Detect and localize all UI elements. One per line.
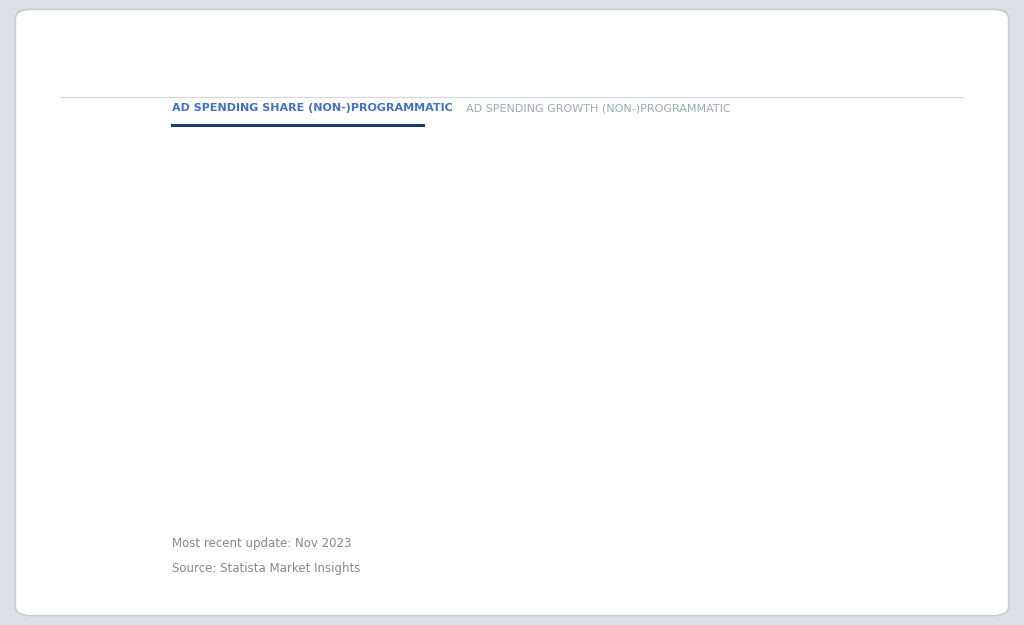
Bar [270, 182, 305, 272]
Text: AD SPENDING SHARE (NON-)PROGRAMMATIC: AD SPENDING SHARE (NON-)PROGRAMMATIC [172, 103, 453, 113]
Bar [398, 182, 433, 294]
Bar [910, 272, 946, 503]
Text: 100: 100 [342, 172, 361, 181]
Text: AD SPENDING GROWTH (NON-)PROGRAMMATIC: AD SPENDING GROWTH (NON-)PROGRAMMATIC [466, 103, 730, 113]
Bar [591, 281, 626, 503]
Bar [206, 182, 242, 278]
Bar [847, 272, 882, 503]
Bar [782, 275, 818, 503]
Bar [398, 294, 433, 503]
Text: 35: 35 [408, 232, 425, 244]
Text: 31: 31 [536, 225, 553, 238]
Bar [334, 182, 370, 278]
Bar [654, 182, 690, 278]
Y-axis label: in percent: in percent [120, 299, 133, 359]
Text: 100: 100 [599, 172, 617, 181]
Bar [719, 182, 754, 275]
Text: 69: 69 [599, 386, 616, 399]
Text: 68: 68 [471, 388, 488, 401]
Text: 71: 71 [727, 382, 744, 396]
Bar [847, 182, 882, 272]
Text: Source: Statista Market Insights: Source: Statista Market Insights [172, 562, 360, 575]
Text: 65: 65 [408, 392, 425, 405]
Text: 100: 100 [471, 172, 489, 181]
Text: 70: 70 [215, 384, 232, 398]
Bar [782, 182, 818, 275]
Text: 28: 28 [279, 221, 296, 233]
Bar [591, 182, 626, 281]
Text: 100: 100 [920, 172, 938, 181]
Bar [462, 182, 498, 285]
Text: 70: 70 [664, 384, 681, 398]
Text: 30: 30 [664, 224, 681, 237]
Text: 100: 100 [214, 172, 232, 181]
Text: 31: 31 [599, 225, 616, 238]
Bar [654, 278, 690, 503]
Bar [270, 272, 305, 503]
Text: 100: 100 [791, 172, 810, 181]
Text: 30: 30 [343, 224, 360, 237]
Text: 72: 72 [279, 381, 296, 394]
Bar [719, 275, 754, 503]
Text: 72: 72 [920, 381, 937, 394]
Bar [526, 182, 561, 281]
Legend: Non-Programmatic, Programmatic: Non-Programmatic, Programmatic [429, 549, 723, 572]
Text: 29: 29 [792, 222, 809, 235]
Text: 100: 100 [855, 172, 873, 181]
Text: 100: 100 [727, 172, 745, 181]
Bar [462, 285, 498, 503]
Text: 71: 71 [792, 382, 809, 396]
Text: 100: 100 [407, 172, 425, 181]
Text: 28: 28 [920, 221, 937, 233]
Bar [910, 182, 946, 272]
Bar [334, 278, 370, 503]
Text: Most recent update: Nov 2023: Most recent update: Nov 2023 [172, 537, 351, 550]
Text: 69: 69 [536, 386, 553, 399]
Bar [526, 281, 561, 503]
Text: 70: 70 [343, 384, 360, 398]
Text: 30: 30 [215, 224, 232, 237]
Bar [206, 278, 242, 503]
Text: 100: 100 [279, 172, 297, 181]
Text: 72: 72 [856, 381, 873, 394]
Text: 29: 29 [727, 222, 744, 235]
Text: 100: 100 [663, 172, 681, 181]
Text: 32: 32 [471, 227, 488, 240]
Text: 28: 28 [856, 221, 873, 233]
Text: 100: 100 [535, 172, 553, 181]
